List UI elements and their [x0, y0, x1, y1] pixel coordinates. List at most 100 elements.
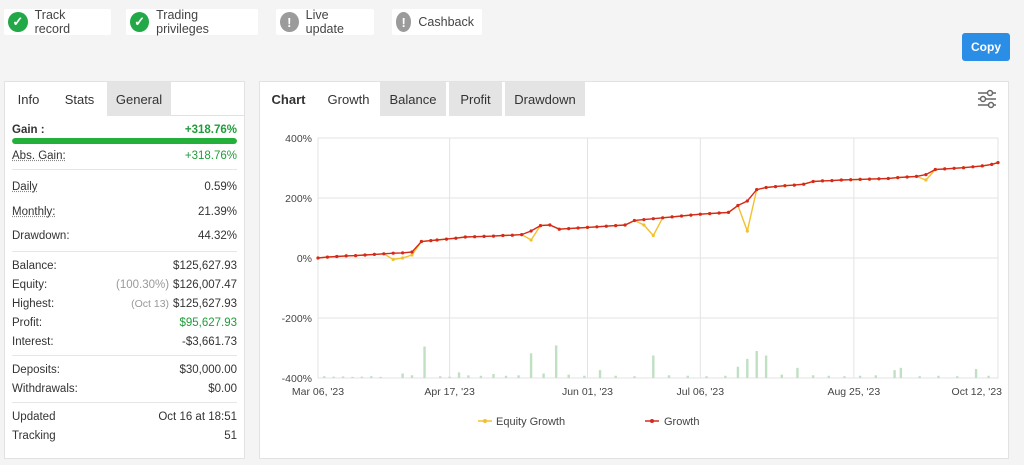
volume-bar: [479, 375, 483, 378]
balance-label: Balance:: [12, 259, 57, 272]
volume-bar: [918, 376, 921, 378]
growth-line-point: [783, 184, 787, 188]
growth-line-point: [632, 218, 637, 223]
chip-track-record[interactable]: ✓ Track record: [4, 8, 111, 36]
chip-cashback[interactable]: ! Cashback: [392, 9, 482, 35]
volume-bar: [899, 367, 903, 378]
updated-label: Updated: [12, 410, 56, 423]
y-tick-label: -200%: [282, 313, 312, 325]
chip-trading-privileges[interactable]: ✓ Trading privileges: [126, 8, 258, 36]
abs-gain-value: +318.76%: [184, 149, 237, 162]
growth-line-point: [726, 210, 731, 214]
growth-line-point: [708, 212, 712, 216]
profit-label: Profit:: [12, 316, 43, 329]
volume-bar: [360, 376, 364, 378]
volume-bar: [401, 373, 404, 378]
volume-bar: [705, 376, 708, 378]
left-tab-bar: Info Stats General: [5, 82, 244, 116]
copy-button[interactable]: Copy: [962, 33, 1010, 61]
tab-balance[interactable]: Balance: [380, 82, 446, 116]
volume-bar: [974, 369, 978, 378]
tab-info[interactable]: Info: [5, 82, 52, 116]
volume-bar: [341, 376, 345, 378]
tab-profit[interactable]: Profit: [449, 82, 502, 116]
growth-line-point: [896, 176, 900, 180]
divider: [12, 402, 237, 403]
chip-label: Trading privileges: [156, 8, 209, 36]
gain-progress-fill: [12, 138, 237, 144]
growth-line-point: [435, 238, 439, 242]
volume-bar: [724, 375, 727, 378]
growth-line-point: [614, 224, 618, 228]
volume-bar: [439, 376, 442, 378]
gain-row: Gain : +318.76%: [12, 122, 237, 138]
chip-live-update[interactable]: ! Live update: [276, 8, 374, 36]
highest-row: Highest: (Oct 13) $125,627.93: [12, 294, 237, 313]
tab-drawdown[interactable]: Drawdown: [505, 82, 585, 116]
volume-bar: [542, 373, 545, 378]
divider: [12, 251, 237, 252]
growth-line-point: [933, 167, 937, 172]
monthly-label[interactable]: Monthly:: [12, 205, 56, 218]
volume-bar: [351, 376, 354, 378]
growth-line-point: [773, 185, 778, 189]
tab-stats[interactable]: Stats: [52, 82, 107, 116]
tab-chart[interactable]: Chart: [260, 82, 317, 116]
growth-line-point: [463, 235, 467, 239]
monthly-value: 21.39%: [197, 205, 237, 218]
volume-bar: [379, 376, 382, 378]
growth-line-point: [473, 235, 477, 239]
updated-value: Oct 16 at 18:51: [158, 410, 237, 423]
volume-bar: [583, 375, 586, 378]
volume-bar: [755, 351, 758, 378]
updated-row: Updated Oct 16 at 18:51: [12, 407, 237, 426]
gain-progress-bar: [12, 138, 237, 144]
sliders-icon[interactable]: [976, 89, 998, 109]
growth-line-point: [717, 211, 721, 215]
growth-line-point: [567, 227, 571, 231]
highest-value: $125,627.93: [173, 297, 237, 310]
volume-bar: [686, 375, 689, 378]
growth-line-point: [410, 250, 414, 254]
legend-equity-dot: [483, 419, 487, 423]
equity-growth-line-point: [924, 178, 928, 182]
growth-line-point: [971, 165, 975, 169]
volume-bar: [874, 375, 877, 378]
check-icon: ✓: [130, 12, 150, 32]
stats-panel: Info Stats General Gain : +318.76% Abs. …: [4, 81, 245, 459]
volume-bar: [504, 375, 508, 378]
stats-list: Gain : +318.76% Abs. Gain: +318.76% Dail…: [5, 122, 244, 445]
growth-line-point: [548, 223, 552, 227]
drawdown-row: Drawdown: 44.32%: [12, 224, 237, 247]
tracking-value: 51: [224, 429, 237, 442]
growth-line-point: [651, 217, 655, 221]
growth-line-point: [585, 225, 590, 229]
growth-line-point: [335, 254, 339, 259]
growth-line-point: [820, 179, 825, 183]
growth-line-point: [924, 173, 928, 177]
chip-label: Live update: [305, 8, 344, 36]
daily-label[interactable]: Daily: [12, 180, 38, 193]
x-tick-label: Oct 12, '23: [952, 386, 1003, 398]
abs-gain-label[interactable]: Abs. Gain:: [12, 149, 66, 162]
volume-bar: [467, 375, 470, 378]
growth-line-point: [792, 183, 796, 187]
equity-row: Equity: (100.30%) $126,007.47: [12, 275, 237, 294]
growth-chart: 400% 200% 0% -200% -400% Mar 06, '23 Apr 17, '…: [260, 116, 1008, 458]
growth-line-point: [491, 234, 496, 238]
tab-growth[interactable]: Growth: [317, 82, 380, 116]
growth-line-point: [642, 218, 646, 222]
x-tick-label: Jun 01, '23: [562, 386, 613, 398]
deposits-label: Deposits:: [12, 363, 60, 376]
growth-line-point: [363, 253, 367, 257]
growth-line-point: [698, 212, 702, 216]
volume-bar: [614, 375, 617, 378]
equity-growth-line-point: [745, 229, 749, 233]
volume-bar: [410, 375, 414, 378]
tab-general[interactable]: General: [107, 82, 171, 116]
x-tick-label: Mar 06, '23: [292, 386, 344, 398]
gain-value: +318.76%: [184, 124, 237, 136]
volume-bar: [323, 376, 326, 378]
growth-line-point: [914, 174, 919, 178]
withdrawals-value: $0.00: [208, 382, 237, 395]
